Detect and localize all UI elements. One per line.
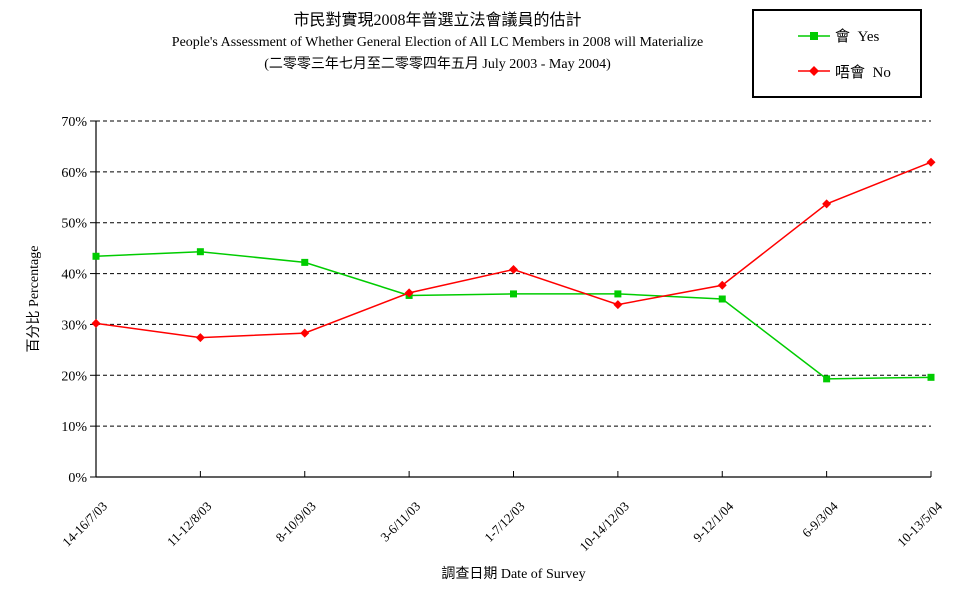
data-marker-diamond-no bbox=[404, 288, 414, 298]
chart-subtitle-daterange: (二零零三年七月至二零零四年五月 July 2003 - May 2004) bbox=[264, 57, 611, 72]
legend-entry-no: 唔會 No bbox=[798, 61, 920, 82]
x-tick-label: 10-13/5/04 bbox=[894, 498, 945, 549]
data-marker-square-yes bbox=[823, 375, 831, 383]
data-marker-diamond-no bbox=[822, 199, 832, 209]
x-tick-label: 14-16/7/03 bbox=[59, 499, 110, 550]
legend-marker-yes bbox=[810, 31, 818, 40]
x-tick-label: 1-7/12/03 bbox=[481, 499, 527, 545]
chart-title-chinese: 市民對實現2008年普選立法會議員的估計 bbox=[293, 12, 582, 29]
y-tick-label: 60% bbox=[61, 166, 87, 181]
chart-title-english: People's Assessment of Whether General E… bbox=[171, 35, 704, 50]
legend-entry-yes: 會 Yes bbox=[798, 25, 920, 46]
x-tick-label: 9-12/1/04 bbox=[690, 498, 737, 545]
data-marker-diamond-no bbox=[300, 328, 310, 338]
legend-label-yes: 會 Yes bbox=[835, 29, 880, 46]
series-line-no bbox=[95, 161, 932, 339]
data-marker-diamond-no bbox=[613, 300, 623, 310]
chart-legend: 會 Yes 唔會 No bbox=[752, 9, 922, 98]
data-marker-square-yes bbox=[614, 290, 622, 298]
title-block: 市民對實現2008年普選立法會議員的估計 People's Assessment… bbox=[0, 10, 875, 76]
x-axis-title: 調查日期 Date of Survey bbox=[441, 567, 586, 582]
legend-marker-no bbox=[809, 66, 819, 77]
data-marker-diamond-no bbox=[91, 318, 101, 328]
data-marker-diamond-no bbox=[717, 280, 727, 290]
y-tick-label: 30% bbox=[61, 318, 87, 333]
data-marker-diamond-no bbox=[926, 157, 936, 167]
x-tick-label: 3-6/11/03 bbox=[377, 499, 423, 545]
data-marker-square-yes bbox=[510, 290, 517, 298]
y-tick-label: 0% bbox=[68, 471, 87, 486]
y-tick-label: 20% bbox=[61, 369, 87, 384]
y-tick-label: 70% bbox=[61, 115, 87, 130]
x-tick-label: 11-12/8/03 bbox=[164, 499, 215, 550]
x-tick-label: 10-14/12/03 bbox=[576, 499, 632, 555]
data-marker-diamond-no bbox=[509, 265, 518, 275]
data-marker-square-yes bbox=[92, 252, 100, 260]
legend-label-no: 唔會 No bbox=[835, 64, 891, 81]
y-tick-label: 10% bbox=[61, 420, 87, 435]
x-tick-label: 8-10/9/03 bbox=[273, 499, 319, 545]
y-tick-label: 50% bbox=[61, 217, 87, 232]
x-tick-label: 6-9/3/04 bbox=[799, 498, 841, 540]
data-marker-square-yes bbox=[718, 295, 726, 303]
legend-swatch-no-icon bbox=[798, 66, 830, 77]
data-marker-square-yes bbox=[196, 248, 204, 256]
data-marker-diamond-no bbox=[195, 333, 205, 343]
data-marker-square-yes bbox=[927, 373, 935, 381]
data-marker-square-yes bbox=[301, 258, 309, 266]
y-tick-label: 40% bbox=[61, 268, 87, 283]
legend-swatch-yes-icon bbox=[798, 31, 830, 40]
